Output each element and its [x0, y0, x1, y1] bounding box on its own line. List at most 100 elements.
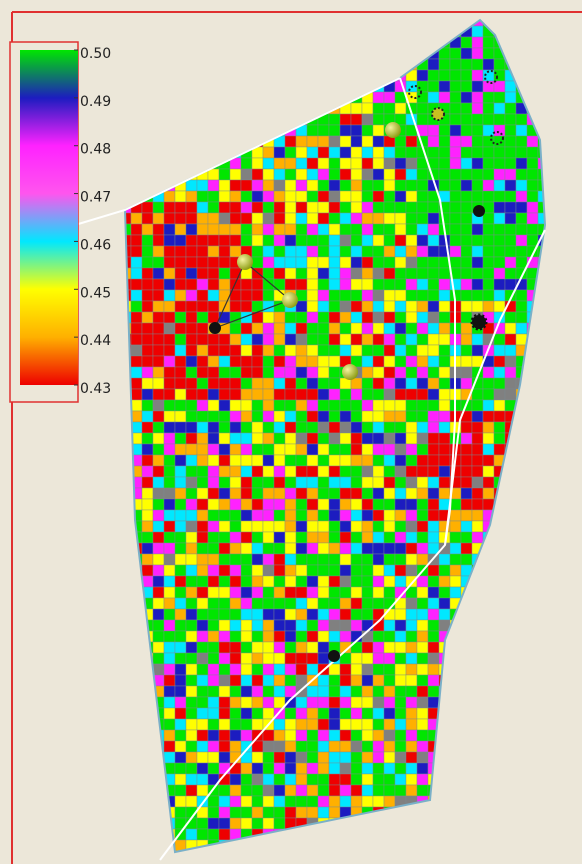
grid-cell — [471, 69, 484, 82]
grid-cell — [350, 762, 363, 775]
grid-cell — [185, 366, 198, 379]
grid-cell — [394, 377, 407, 390]
grid-cell — [427, 498, 440, 511]
grid-cell — [482, 289, 495, 302]
grid-cell — [185, 575, 198, 588]
grid-cell — [328, 179, 341, 192]
grid-cell — [163, 454, 176, 467]
grid-cell — [229, 707, 242, 720]
grid-cell — [174, 190, 187, 203]
grid-cell — [405, 740, 418, 753]
grid-cell — [350, 388, 363, 401]
grid-cell — [273, 267, 286, 280]
grid-cell — [350, 212, 363, 225]
grid-cell — [218, 674, 231, 687]
grid-cell — [284, 201, 297, 214]
grid-cell — [394, 322, 407, 335]
grid-cell — [163, 520, 176, 533]
grid-cell — [229, 663, 242, 676]
grid-cell — [328, 190, 341, 203]
grid-cell — [427, 267, 440, 280]
grid-cell — [405, 245, 418, 258]
grid-cell — [185, 377, 198, 390]
grid-cell — [471, 58, 484, 71]
grid-cell — [196, 762, 209, 775]
grid-cell — [174, 267, 187, 280]
grid-cell — [273, 201, 286, 214]
grid-cell — [229, 300, 242, 313]
grid-cell — [394, 300, 407, 313]
grid-cell — [416, 685, 429, 698]
grid-cell — [317, 608, 330, 621]
grid-cell — [449, 124, 462, 137]
grid-cell — [251, 773, 264, 786]
grid-cell — [383, 476, 396, 489]
grid-cell — [427, 432, 440, 445]
grid-cell — [306, 179, 319, 192]
grid-cell — [273, 256, 286, 269]
grid-cell — [339, 696, 352, 709]
grid-cell — [306, 784, 319, 797]
grid-cell — [383, 245, 396, 258]
grid-cell — [306, 630, 319, 643]
grid-cell — [141, 542, 154, 555]
grid-cell — [306, 795, 319, 808]
grid-cell — [141, 520, 154, 533]
grid-cell — [196, 707, 209, 720]
grid-cell — [152, 454, 165, 467]
grid-cell — [141, 278, 154, 291]
grid-cell — [262, 663, 275, 676]
grid-cell — [251, 630, 264, 643]
grid-cell — [284, 278, 297, 291]
grid-cell — [295, 157, 308, 170]
grid-cell — [185, 586, 198, 599]
grid-cell — [229, 322, 242, 335]
grid-cell — [482, 124, 495, 137]
grid-cell — [163, 729, 176, 742]
grid-cell — [229, 498, 242, 511]
grid-cell — [493, 146, 506, 159]
grid-cell — [251, 619, 264, 632]
grid-cell — [438, 443, 451, 456]
grid-cell — [328, 465, 341, 478]
grid-cell — [284, 465, 297, 478]
grid-cell — [339, 135, 352, 148]
grid-cell — [460, 300, 473, 313]
grid-cell — [163, 608, 176, 621]
grid-cell — [240, 619, 253, 632]
grid-cell — [350, 179, 363, 192]
grid-cell — [185, 641, 198, 654]
grid-cell — [240, 454, 253, 467]
grid-cell — [141, 531, 154, 544]
grid-cell — [328, 366, 341, 379]
grid-cell — [207, 498, 220, 511]
grid-cell — [174, 465, 187, 478]
grid-cell — [383, 740, 396, 753]
grid-cell — [174, 377, 187, 390]
grid-cell — [262, 190, 275, 203]
grid-cell — [482, 366, 495, 379]
grid-cell — [240, 542, 253, 555]
grid-cell — [185, 245, 198, 258]
grid-cell — [207, 201, 220, 214]
grid-cell — [394, 564, 407, 577]
grid-cell — [262, 817, 275, 830]
grid-cell — [383, 487, 396, 500]
grid-cell — [460, 498, 473, 511]
grid-cell — [394, 432, 407, 445]
grid-cell — [251, 289, 264, 302]
grid-cell — [482, 487, 495, 500]
grid-cell — [317, 443, 330, 456]
grid-cell — [361, 146, 374, 159]
grid-cell — [196, 377, 209, 390]
grid-cell — [174, 575, 187, 588]
grid-cell — [383, 685, 396, 698]
grid-cell — [229, 718, 242, 731]
grid-cell — [317, 520, 330, 533]
grid-cell — [361, 487, 374, 500]
grid-cell — [427, 531, 440, 544]
grid-cell — [295, 773, 308, 786]
grid-cell — [416, 520, 429, 533]
grid-cell — [130, 322, 143, 335]
grid-cell — [339, 762, 352, 775]
